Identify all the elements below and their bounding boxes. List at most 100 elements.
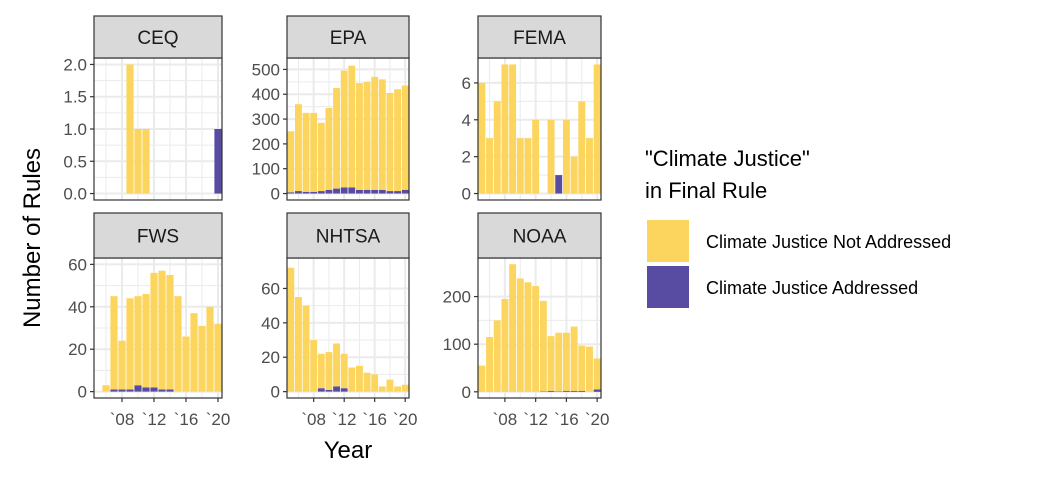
bar-not-addressed-2012 [340, 353, 348, 389]
x-axis-title: Year [324, 437, 373, 464]
bar-not-addressed-2005 [478, 82, 486, 194]
legend-key-addressed [647, 266, 689, 308]
strip-ceq [93, 15, 223, 59]
strip-epa [286, 15, 410, 59]
legend-label-not-addressed: Climate Justice Not Addressed [706, 232, 951, 252]
bar-not-addressed-2014 [356, 83, 363, 190]
bar-not-addressed-2008 [310, 340, 318, 392]
bar-addressed-2008 [310, 191, 318, 194]
strip-label-fws: FWS [137, 227, 179, 248]
bar-addressed-2009 [126, 389, 134, 392]
y-tick-label: 0 [271, 383, 280, 402]
bar-not-addressed-2007 [493, 101, 501, 194]
panel-fws: FWS 0 20 40 60 `08 `12 `16 `20 [68, 212, 230, 429]
bar-not-addressed-2017 [570, 156, 578, 194]
y-tick-label: 0.0 [63, 185, 87, 204]
x-tick-label: `12 [523, 410, 548, 429]
bar-addressed-2006 [295, 191, 302, 194]
bar-not-addressed-2009 [509, 64, 517, 194]
bar-not-addressed-2010 [134, 129, 142, 194]
bar-not-addressed-2014 [356, 365, 363, 392]
bar-not-addressed-2014 [547, 119, 555, 194]
bar-not-addressed-2011 [333, 343, 340, 387]
bar-not-addressed-2009 [317, 122, 325, 192]
bar-not-addressed-2006 [486, 337, 493, 392]
y-tick-label: 0 [462, 383, 471, 402]
y-tick-label: 0 [271, 185, 280, 204]
bar-not-addressed-2008 [310, 112, 318, 192]
bar-not-addressed-2006 [486, 138, 493, 194]
x-tick-label: `08 [110, 410, 135, 429]
bar-not-addressed-2020 [593, 64, 601, 194]
bar-not-addressed-2007 [110, 296, 118, 390]
bar-not-addressed-2007 [493, 320, 501, 392]
bar-not-addressed-2018 [386, 379, 394, 392]
bar-not-addressed-2020 [401, 85, 409, 190]
x-tick-label: `16 [362, 410, 387, 429]
bar-not-addressed-2007 [302, 112, 310, 192]
bar-not-addressed-2008 [501, 64, 509, 194]
y-tick-label: 20 [261, 348, 280, 367]
bar-not-addressed-2020 [593, 358, 601, 390]
bar-not-addressed-2010 [325, 107, 333, 190]
bar-addressed-2014 [547, 390, 555, 392]
x-tick-label: `08 [301, 410, 326, 429]
y-tick-label: 40 [68, 298, 87, 317]
bar-addressed-2011 [333, 188, 340, 194]
bar-not-addressed-2015 [363, 81, 371, 190]
x-tick-label: `20 [585, 410, 610, 429]
bar-addressed-2020 [401, 189, 409, 194]
bar-not-addressed-2018 [578, 345, 586, 391]
bar-not-addressed-2019 [206, 306, 214, 392]
bar-not-addressed-2012 [340, 70, 348, 188]
panel-nhtsa: NHTSA 0 20 40 60 `08 `12 `16 `20 [261, 212, 417, 429]
bar-not-addressed-2009 [509, 264, 517, 392]
y-tick-label: 2 [462, 148, 471, 167]
bar-addressed-2016 [371, 189, 379, 194]
bar-addressed-2013 [348, 187, 356, 194]
bar-not-addressed-2014 [547, 336, 555, 391]
bar-not-addressed-2010 [516, 278, 524, 392]
bar-not-addressed-2018 [198, 325, 206, 392]
bar-not-addressed-2015 [555, 332, 563, 392]
bar-addressed-2015 [363, 189, 371, 194]
bar-not-addressed-2019 [394, 89, 401, 192]
y-tick-label: 300 [252, 110, 280, 129]
y-tick-label: 2.0 [63, 55, 87, 74]
strip-label-noaa: NOAA [513, 227, 567, 248]
strip-nhtsa [286, 212, 410, 259]
bar-addressed-2008 [118, 389, 126, 392]
bar-addressed-2014 [166, 389, 174, 392]
y-tick-label: 100 [443, 335, 471, 354]
panel-epa: EPA 0 100 200 300 400 500 [252, 15, 410, 204]
bar-not-addressed-2010 [134, 296, 142, 386]
bar-addressed-2017 [570, 390, 578, 392]
bar-not-addressed-2009 [126, 298, 134, 390]
bar-addressed-2015 [555, 175, 563, 194]
bar-not-addressed-2012 [532, 286, 540, 392]
x-tick-label: `16 [174, 410, 199, 429]
bar-not-addressed-2013 [348, 65, 356, 188]
y-tick-label: 400 [252, 85, 280, 104]
y-axis-title: Number of Rules [19, 148, 46, 328]
legend-title-line-1: "Climate Justice" [645, 146, 810, 171]
bar-addressed-2017 [378, 189, 386, 194]
y-tick-label: 0.5 [63, 152, 87, 171]
bar-not-addressed-2018 [578, 101, 586, 194]
bar-not-addressed-2017 [570, 326, 578, 391]
bar-not-addressed-2011 [333, 88, 340, 189]
bar-not-addressed-2009 [317, 353, 325, 389]
bar-addressed-2011 [142, 387, 150, 392]
bar-addressed-2007 [110, 389, 118, 392]
y-tick-label: 20 [68, 340, 87, 359]
bar-addressed-2010 [325, 189, 333, 194]
bar-addressed-2010 [325, 389, 333, 392]
bar-not-addressed-2016 [562, 332, 570, 391]
panel-ceq: CEQ 0.0 0.5 1.0 1.5 2.0 [63, 15, 223, 204]
bar-addressed-2020 [214, 129, 222, 194]
bar-not-addressed-2019 [586, 346, 593, 392]
strip-label-epa: EPA [330, 28, 367, 49]
y-tick-label: 200 [443, 288, 471, 307]
bar-not-addressed-2020 [214, 323, 222, 392]
